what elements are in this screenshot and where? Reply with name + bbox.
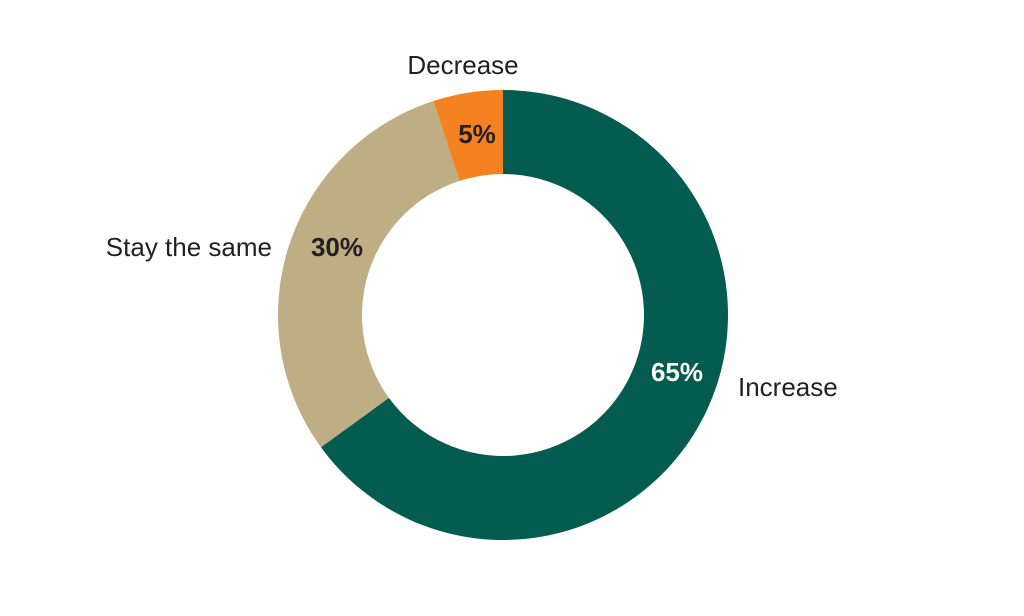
slice-decrease xyxy=(433,90,503,181)
value-label-stay-the-same: 30% xyxy=(311,232,363,262)
value-label-increase: 65% xyxy=(651,357,703,387)
value-label-decrease: 5% xyxy=(458,119,496,149)
slice-stay-the-same xyxy=(278,101,460,448)
category-label-stay-the-same: Stay the same xyxy=(106,232,272,262)
category-label-increase: Increase xyxy=(738,372,838,402)
category-label-decrease: Decrease xyxy=(407,50,518,80)
slice-increase xyxy=(320,90,729,541)
